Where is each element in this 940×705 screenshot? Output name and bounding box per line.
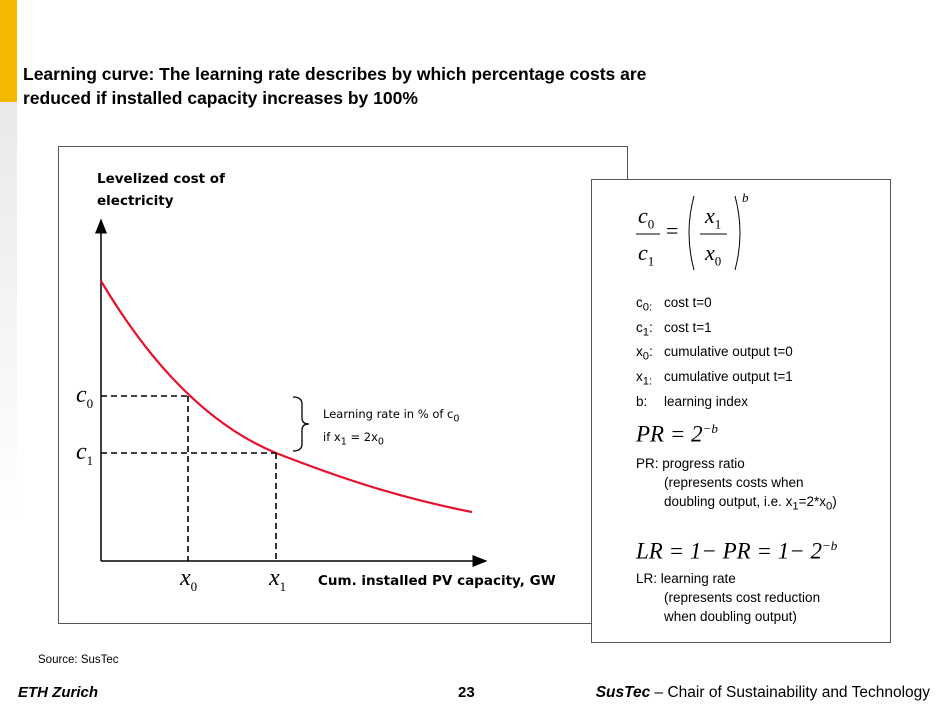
footer-institution: ETH Zurich — [18, 684, 99, 701]
definition-b: b: learning index — [636, 393, 749, 409]
pr-description: PR: progress ratio (represents costs whe… — [636, 456, 837, 513]
title-line-1: Learning curve: The learning rate descri… — [23, 64, 647, 84]
lr-formula: LR = 1− PR = 1− 2−b — [636, 538, 838, 564]
accent-bar — [0, 0, 17, 102]
title-line-2: reduced if installed capacity increases … — [23, 88, 418, 108]
learning-rate-annotation: Learning rate in % of c0 if x1 = 2x0 — [323, 407, 460, 448]
c0-label: c0 — [76, 382, 94, 411]
variable-definitions: c0: cost t=0 c1: cost t=1 x0: cumulative ou… — [636, 293, 793, 411]
pr-formula: PR = 2−b — [636, 421, 718, 447]
definition-x0: x0: cumulative output t=0 — [636, 344, 793, 364]
definition-c1: c1: cost t=1 — [636, 319, 712, 339]
x0-label: x0 — [180, 565, 198, 594]
side-shade — [0, 102, 17, 705]
curly-brace — [292, 396, 310, 452]
c1-label: c1 — [76, 439, 94, 468]
slide-title: Learning curve: The learning rate descri… — [23, 62, 823, 110]
footer-chair: SusTec – Chair of Sustainability and Tec… — [595, 684, 930, 701]
lr-description: LR: learning rate (represents cost reduc… — [636, 571, 821, 624]
y-axis-label: Levelized cost of electricity — [97, 171, 225, 209]
x1-label: x1 — [269, 565, 287, 594]
definition-x1: x1: cumulative output t=1 — [636, 369, 793, 388]
formula-frame — [591, 179, 891, 643]
x-axis-label: Cum. installed PV capacity, GW — [318, 573, 556, 589]
right-paren — [734, 195, 741, 271]
source-note: Source: SusTec — [38, 654, 119, 666]
page-number: 23 — [458, 684, 475, 701]
left-paren — [688, 195, 695, 271]
definition-c0: c0: cost t=0 — [636, 295, 712, 314]
